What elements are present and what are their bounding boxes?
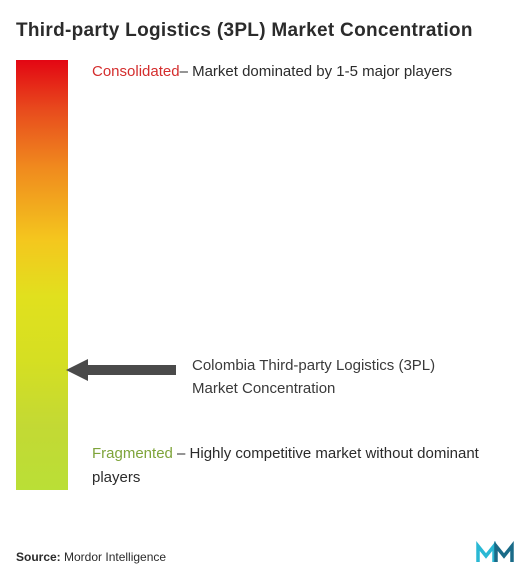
- consolidated-tag: Consolidated: [92, 63, 180, 80]
- mordor-logo-icon: [476, 540, 516, 564]
- source-label: Source:: [16, 550, 64, 564]
- page-title: Third-party Logistics (3PL) Market Conce…: [16, 20, 516, 42]
- footer: Source: Mordor Intelligence: [16, 540, 516, 564]
- arrow-label: Colombia Third-party Logistics (3PL) Mar…: [192, 355, 452, 400]
- market-position-arrow: Colombia Third-party Logistics (3PL) Mar…: [66, 355, 452, 400]
- fragmented-tag: Fragmented: [92, 445, 173, 462]
- content-row: Consolidated– Market dominated by 1-5 ma…: [16, 60, 516, 490]
- concentration-gradient-bar: [16, 60, 68, 490]
- consolidated-text: – Market dominated by 1-5 major players: [180, 63, 453, 80]
- consolidated-block: Consolidated– Market dominated by 1-5 ma…: [92, 60, 516, 84]
- arrow-left-icon: [66, 359, 176, 381]
- fragmented-block: Fragmented – Highly competitive market w…: [92, 442, 516, 490]
- text-column: Consolidated– Market dominated by 1-5 ma…: [92, 60, 516, 490]
- source-value: Mordor Intelligence: [64, 550, 166, 564]
- source-attribution: Source: Mordor Intelligence: [16, 550, 166, 564]
